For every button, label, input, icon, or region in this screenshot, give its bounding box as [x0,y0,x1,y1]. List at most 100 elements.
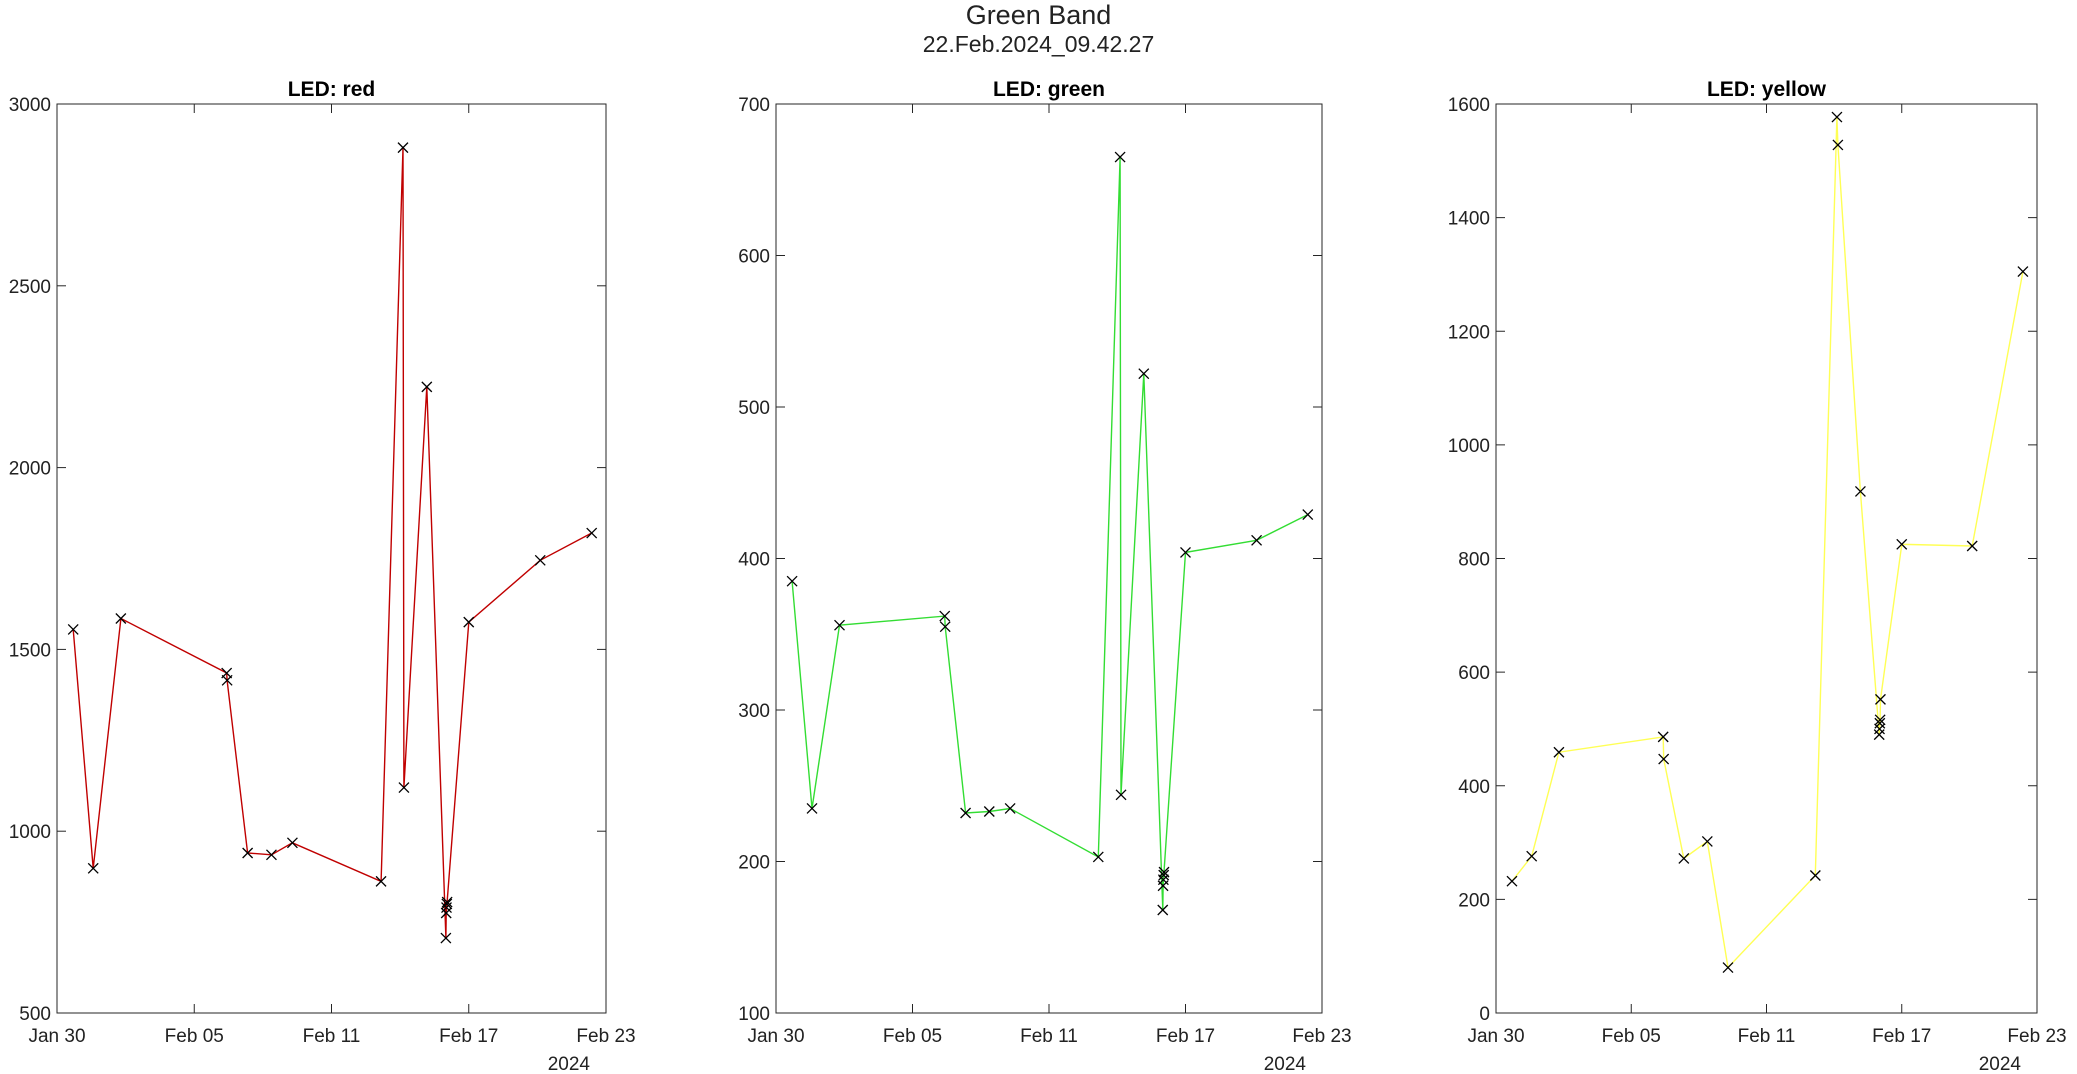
x-tick-label: Jan 30 [747,1026,804,1047]
data-point-marker [534,554,546,566]
marker-stroke [786,575,798,587]
x-tick-label: Jan 30 [28,1026,85,1047]
y-tick-label: 700 [738,95,770,116]
x-tick-label: Jan 30 [1467,1026,1524,1047]
marker-stroke [1553,746,1565,758]
data-point-marker [1874,714,1886,726]
x-tick-label: Feb 23 [2007,1026,2066,1047]
y-tick-label: 800 [1458,550,1490,571]
marker-stroke [1678,853,1690,864]
marker-stroke [286,837,298,849]
data-point-marker [1180,546,1191,558]
y-tick-label: 600 [1458,663,1490,684]
data-point-marker [1874,717,1886,729]
y-tick-label: 300 [738,701,770,722]
data-point-marker [1115,789,1127,801]
marker-stroke [1874,717,1886,729]
series-line [1511,117,2024,970]
data-point-marker [1875,693,1886,705]
x-tick-label: Feb 05 [1602,1026,1661,1047]
data-point-marker [221,674,233,686]
marker-stroke [1854,486,1866,497]
marker-stroke [1251,534,1263,546]
y-tick-label: 1000 [9,822,51,843]
data-point-marker [421,381,433,393]
data-point-marker [1553,746,1565,758]
data-point-marker [1831,111,1843,123]
data-point-marker [1809,870,1821,881]
data-point-marker [586,527,598,539]
x-tick-label: Feb 11 [1738,1026,1796,1047]
data-point-marker [1092,851,1104,863]
data-point-marker [2017,266,2029,278]
marker-stroke [1657,731,1669,743]
data-point-marker [441,896,453,908]
data-point-marker [834,619,845,631]
data-point-marker [1251,534,1263,546]
data-point-marker [1526,850,1538,862]
x-year-label: 2024 [548,1054,591,1074]
chart-panel-1: LED: red 500 1000 1500 2000 2500 3000 Jan 30 Feb… [9,78,636,1074]
marker-stroke [398,782,410,794]
marker-stroke [1158,869,1170,881]
y-tick-label: 1000 [1448,436,1490,457]
marker-stroke [806,803,818,814]
data-point-marker [441,898,453,910]
figure-subtitle: 22.Feb.2024_09.42.27 [922,31,1155,57]
data-point-marker [463,616,475,628]
y-tick-label: 100 [738,1004,770,1025]
x-tick-label: Feb 05 [165,1026,224,1047]
figure-header: Green Band 22.Feb.2024_09.42.27 [0,0,2077,58]
y-tick-label: 1400 [1448,209,1490,230]
marker-stroke [441,898,453,910]
data-point-marker [1832,139,1844,151]
marker-stroke [67,623,79,635]
marker-stroke [1138,368,1150,380]
marker-stroke [1092,851,1104,863]
x-tick-label: Feb 23 [576,1026,635,1047]
data-point-marker [939,610,951,622]
marker-stroke [1157,874,1169,886]
marker-stroke [115,613,127,624]
marker-stroke [1302,509,1314,521]
figure-title: Green Band [965,0,1112,30]
marker-stroke [586,527,598,539]
marker-stroke [960,807,972,819]
marker-stroke [421,381,433,393]
data-point-marker [440,932,452,944]
x-tick-label: Feb 11 [1020,1026,1078,1047]
data-point-marker [939,621,951,633]
marker-stroke [441,896,453,908]
series-line [72,147,593,939]
plot-area [56,103,607,1014]
x-year-label: 2024 [1264,1054,1307,1074]
y-tick-label: 400 [1458,777,1490,798]
x-tick-label: Feb 17 [439,1026,498,1047]
data-point-marker [67,623,79,635]
marker-stroke [834,619,845,631]
chart-panel-3: LED: yellow 0 200 400 600 800 1000 1200 1400 1600… [1448,78,2067,1074]
data-point-marker [398,782,410,794]
marker-stroke [87,862,99,874]
data-point-marker [1896,538,1908,550]
panel-title: LED: red [288,78,376,101]
y-tick-label: 0 [1479,1004,1490,1025]
marker-stroke [1526,850,1538,862]
marker-stroke [1180,546,1191,558]
y-tick-label: 200 [738,853,770,874]
marker-stroke [1875,693,1886,705]
marker-stroke [1832,139,1844,151]
marker-stroke [983,806,995,817]
marker-stroke [375,875,387,887]
plot-area [1495,103,2038,1014]
marker-stroke [1701,835,1713,847]
marker-stroke [1831,111,1843,123]
plot-area [775,103,1323,1014]
marker-stroke [2017,266,2029,278]
y-tick-label: 2500 [9,277,51,298]
x-tick-label: Feb 17 [1872,1026,1931,1047]
marker-stroke [463,616,475,628]
marker-stroke [939,621,951,633]
marker-stroke [1004,803,1016,814]
